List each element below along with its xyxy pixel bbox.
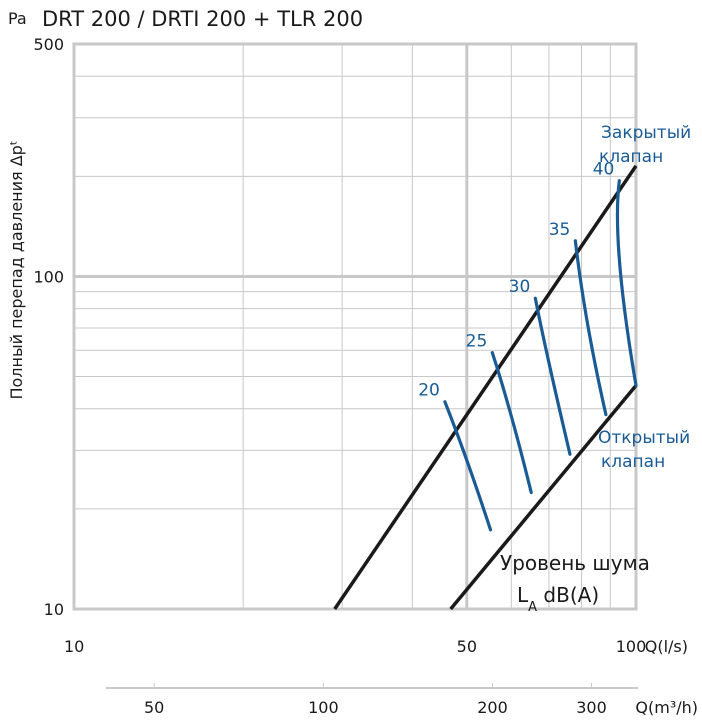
open-valve-line: [449, 384, 638, 611]
y-tick-label: 10: [44, 600, 64, 619]
x-tick-labels: 10 50 100: [64, 637, 646, 656]
noise-curve-labels: 20 25 30 35 40: [418, 160, 614, 401]
noise-curve-label-35: 35: [549, 220, 571, 240]
y-tick-label: 500: [33, 35, 64, 54]
x-tick-label: 50: [457, 637, 477, 656]
open-valve-label-line2: клапан: [601, 452, 665, 472]
x-tick-label: 10: [64, 637, 84, 656]
noise-curve-30: [533, 296, 572, 456]
noise-curve-20: [443, 400, 493, 532]
y-unit-label: Pa: [8, 9, 27, 28]
x-unit-label: Q(l/s): [645, 637, 688, 656]
noise-level-label: Уровень шума: [500, 551, 650, 575]
secondary-x-tick-labels: 50 100 200 300: [144, 683, 607, 717]
closed-valve-label-line2: клапан: [599, 147, 663, 167]
y-axis-label: Полный перепад давления Δpᵗ: [7, 140, 26, 399]
open-valve-label-line1: Открытый: [598, 428, 690, 448]
noise-curve-25: [490, 351, 533, 495]
x2-tick-label: 100: [308, 698, 339, 717]
x2-tick-label: 50: [144, 698, 164, 717]
noise-level-L: L: [517, 583, 529, 607]
noise-level-subscript: A: [528, 600, 537, 615]
noise-curve-label-40: 40: [593, 160, 615, 180]
x2-tick-label: 200: [477, 698, 508, 717]
series-lines: [333, 164, 638, 611]
chart-title: DRT 200 / DRTI 200 + TLR 200: [42, 7, 363, 31]
noise-curve-35: [573, 239, 608, 417]
noise-curve-40: [615, 179, 638, 388]
noise-level-dba: dB(A): [537, 583, 599, 607]
x2-tick-label: 300: [576, 698, 607, 717]
y-tick-labels: 10 100 500: [33, 35, 64, 619]
noise-curve-label-30: 30: [509, 277, 531, 297]
plot-frame: [72, 42, 638, 611]
x2-unit-label: Q(m³/h): [635, 698, 698, 717]
x-tick-label: 100: [616, 637, 647, 656]
noise-level-unit: LA dB(A): [517, 583, 599, 615]
closed-valve-label-line1: Закрытый: [601, 123, 691, 143]
noise-curves: [443, 179, 638, 532]
noise-curve-label-25: 25: [466, 332, 488, 352]
noise-curve-label-20: 20: [418, 381, 440, 401]
y-tick-label: 100: [33, 267, 64, 286]
closed-valve-line: [333, 164, 638, 610]
